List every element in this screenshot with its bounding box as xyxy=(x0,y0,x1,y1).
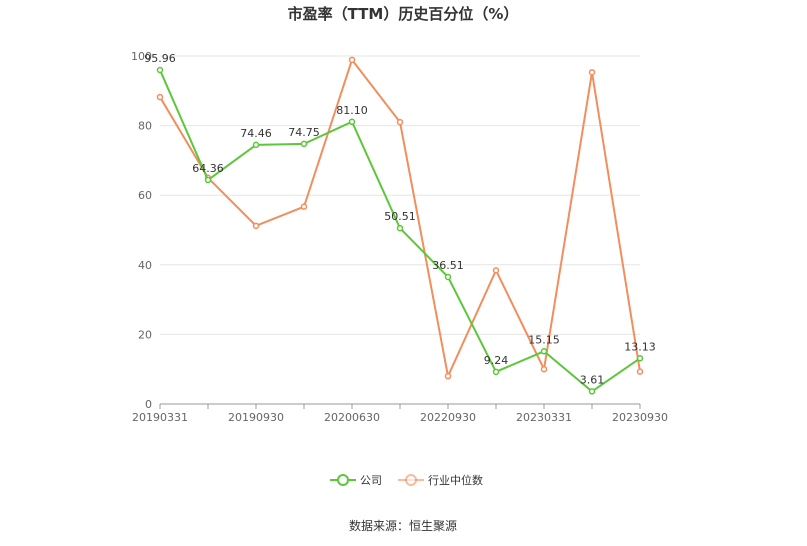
legend-label: 公司 xyxy=(360,474,382,487)
legend-item-0[interactable]: 公司 xyxy=(330,474,382,487)
legend-swatch-marker xyxy=(405,474,417,486)
legend-item-1[interactable]: 行业中位数 xyxy=(398,473,483,487)
x-tick-label: 20190331 xyxy=(132,411,188,424)
data-point xyxy=(300,203,308,210)
source-note: 数据来源：恒生聚源 xyxy=(349,518,457,533)
y-tick-label: 60 xyxy=(138,189,152,202)
x-tick-label: 20220930 xyxy=(420,411,476,424)
data-point xyxy=(444,273,452,281)
data-label: 64.36 xyxy=(192,162,224,175)
chart-title: 市盈率（TTM）历史百分位（%） xyxy=(288,5,519,23)
data-label: 50.51 xyxy=(384,210,416,223)
x-tick-label: 20230331 xyxy=(516,411,572,424)
data-point xyxy=(396,118,404,126)
data-label: 3.61 xyxy=(580,373,605,386)
y-tick-label: 40 xyxy=(138,259,152,272)
x-tick-label: 20200630 xyxy=(324,411,380,424)
data-point xyxy=(252,222,260,230)
data-label: 74.75 xyxy=(288,126,320,139)
data-label: 95.96 xyxy=(144,52,176,65)
x-axis: 20190331 20190930 20200630 20220930 20230331… xyxy=(132,403,668,424)
data-point xyxy=(588,388,596,395)
y-axis: 0 20 40 60 80 100 xyxy=(131,50,152,411)
data-point xyxy=(588,69,596,76)
y-tick-label: 20 xyxy=(138,328,152,341)
data-point xyxy=(348,56,356,64)
data-point xyxy=(540,348,548,355)
data-point xyxy=(204,176,212,184)
x-tick-label: 20190930 xyxy=(228,411,284,424)
data-point xyxy=(492,368,500,376)
data-point xyxy=(300,140,308,148)
data-label: 9.24 xyxy=(484,354,509,367)
data-label: 13.13 xyxy=(624,340,656,353)
legend[interactable]: 公司 行业中位数 xyxy=(330,473,483,487)
data-labels: 95.96 64.36 74.46 74.75 81.10 50.51 36.51 9.24 1… xyxy=(144,52,656,386)
data-label: 15.15 xyxy=(528,333,560,346)
y-tick-label: 0 xyxy=(145,398,152,411)
data-point xyxy=(444,372,452,380)
data-label: 74.46 xyxy=(240,127,272,140)
data-point xyxy=(252,141,260,149)
data-point xyxy=(348,118,356,126)
data-point xyxy=(492,267,500,274)
legend-label: 行业中位数 xyxy=(428,473,483,487)
data-point xyxy=(636,368,644,375)
data-point xyxy=(636,355,644,362)
series-group xyxy=(156,56,644,395)
y-tick-label: 100 xyxy=(131,50,152,63)
data-point xyxy=(540,365,548,373)
y-tick-label: 80 xyxy=(138,120,152,133)
data-point xyxy=(396,224,404,232)
data-label: 81.10 xyxy=(336,104,368,117)
data-label: 36.51 xyxy=(432,259,464,272)
grid-lines xyxy=(160,55,640,335)
x-tick-label: 20230930 xyxy=(612,411,668,424)
data-point xyxy=(156,93,164,101)
data-point xyxy=(156,66,164,74)
legend-swatch-marker xyxy=(337,474,349,486)
